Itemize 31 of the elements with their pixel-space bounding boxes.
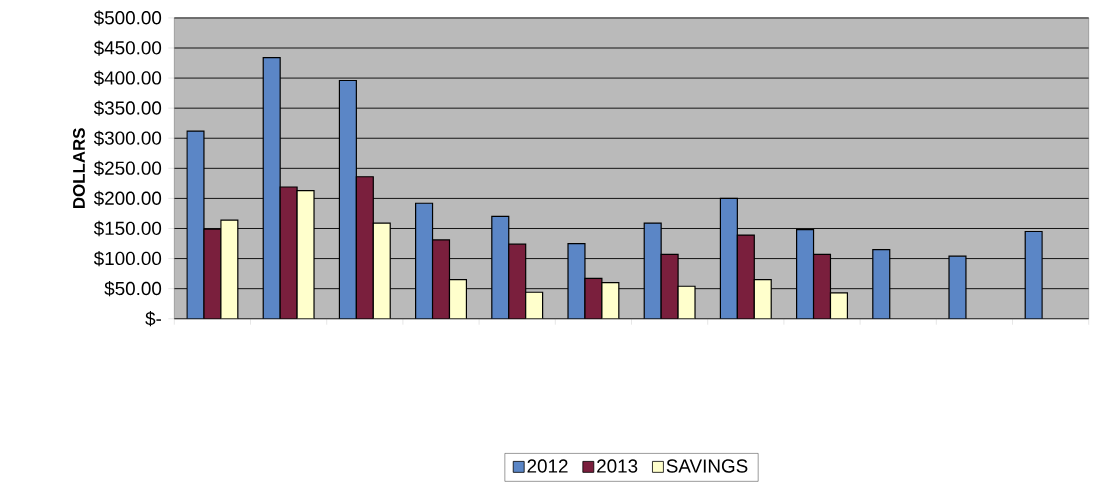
- y-tick-label: $50.00: [104, 281, 162, 297]
- y-tick-label: $500.00: [93, 10, 162, 26]
- y-tick-label: $-: [145, 311, 162, 327]
- bar: [796, 229, 815, 319]
- bar: [431, 239, 451, 319]
- legend-label: 2013: [597, 459, 638, 473]
- bar: [448, 279, 468, 319]
- bar: [355, 176, 374, 319]
- y-axis-title: DOLLARS: [72, 128, 85, 208]
- bar: [491, 215, 510, 319]
- y-tick-label: $250.00: [93, 160, 162, 176]
- y-tick-label: $200.00: [93, 190, 162, 207]
- bar: [415, 202, 434, 319]
- legend-label: 2012: [527, 459, 568, 473]
- bar: [643, 222, 662, 319]
- bar: [753, 279, 772, 319]
- y-tick-label: $400.00: [93, 70, 162, 86]
- bar: [736, 234, 755, 319]
- y-tick-label: $150.00: [93, 220, 162, 237]
- bar: [812, 253, 832, 319]
- y-tick-label: $350.00: [93, 100, 162, 116]
- legend-label: SAVINGS: [666, 459, 748, 473]
- bar: [872, 248, 891, 319]
- bar: [372, 222, 391, 319]
- y-tick-label: $450.00: [93, 40, 162, 56]
- bar: [338, 79, 357, 319]
- y-tick-label: $100.00: [93, 250, 162, 267]
- y-tick-label: $300.00: [93, 130, 162, 146]
- bar: [508, 243, 527, 319]
- bar: [262, 57, 281, 319]
- bar: [719, 197, 738, 319]
